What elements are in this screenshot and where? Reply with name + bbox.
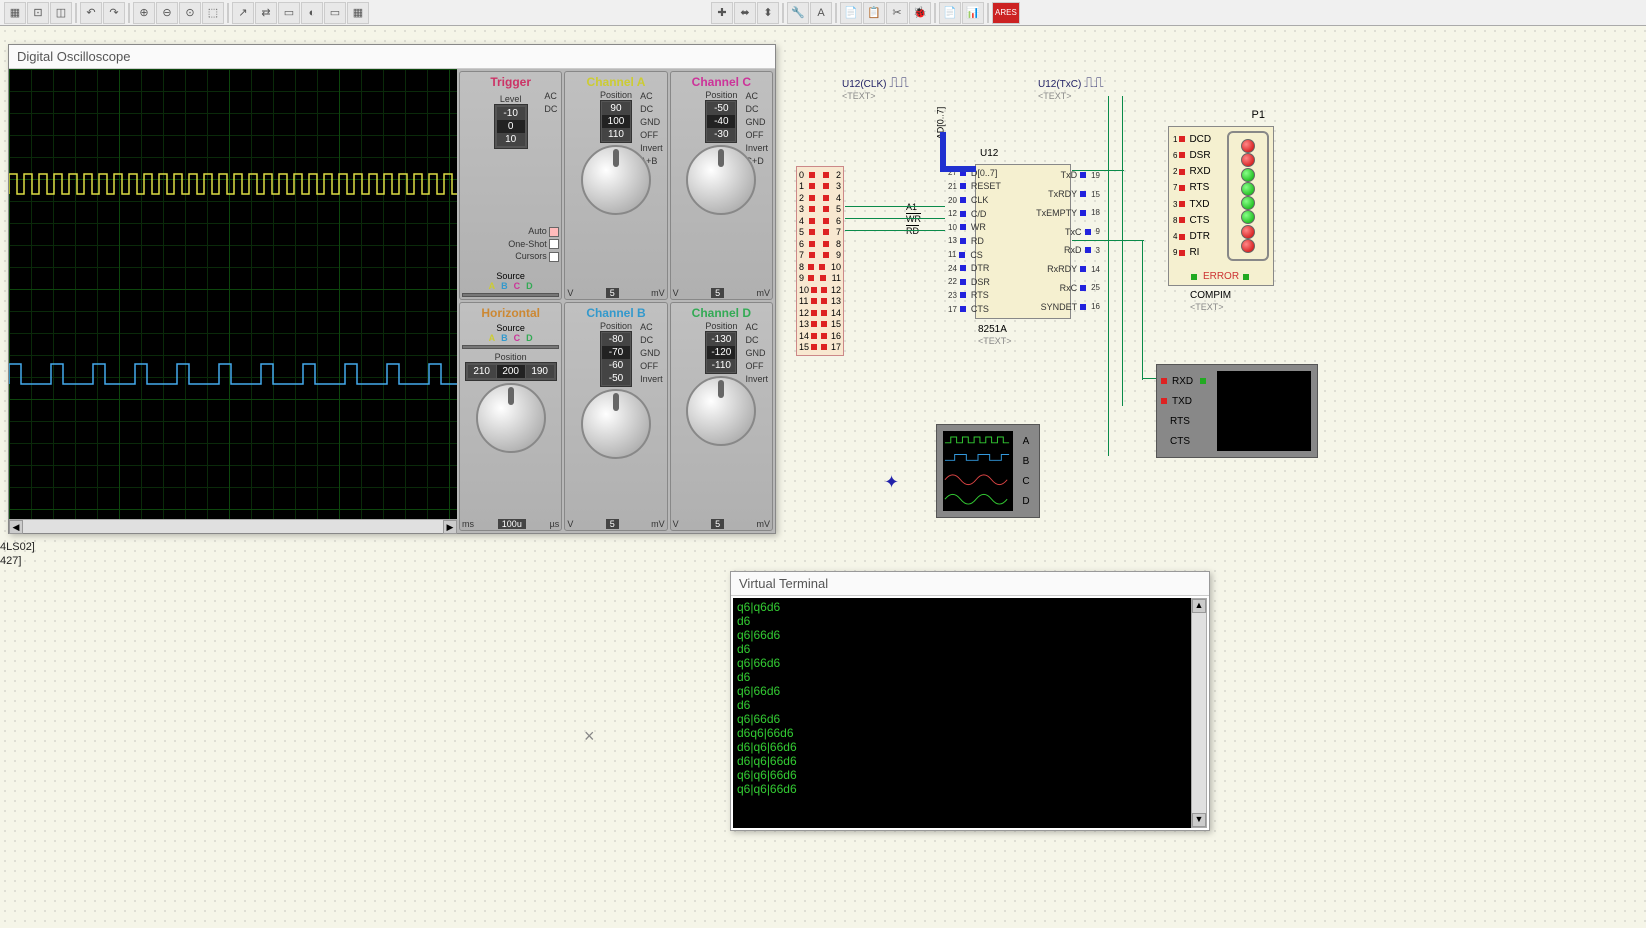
- compim-error: ERROR: [1173, 271, 1269, 282]
- compim-name: P1: [1252, 109, 1265, 121]
- db9-connector: [1227, 131, 1269, 261]
- waveform-channel-a: [9, 169, 457, 199]
- cursor-marker: ✦: [884, 472, 899, 493]
- horizontal-dial[interactable]: [476, 383, 546, 453]
- tb-btn[interactable]: A: [810, 2, 832, 24]
- waveform-channel-b: [9, 359, 457, 389]
- horiz-source-slider[interactable]: [462, 345, 559, 349]
- channel-b-panel[interactable]: Channel B Position -80 -70 -60 -50 ACDCG…: [564, 302, 667, 531]
- u12-name: U12: [980, 148, 998, 159]
- origin-marker: ×: [584, 726, 595, 747]
- channel-a-dial[interactable]: [581, 145, 651, 215]
- mini-scope-screen: [943, 431, 1013, 511]
- u12-part: 8251A: [978, 324, 1007, 335]
- vterm-scroll-down[interactable]: ▼: [1192, 813, 1206, 827]
- clock-u12txc: U12(TxC) ⎍⎍ <TEXT>: [1038, 74, 1104, 102]
- tb-btn[interactable]: ✂: [886, 2, 908, 24]
- clock-u12clk: U12(CLK) ⎍⎍ <TEXT>: [842, 74, 909, 102]
- tb-btn[interactable]: ⬍: [757, 2, 779, 24]
- vterm-output: q6|q6d6d6q6|66d6d6q6|66d6d6q6|66d6d6q6|6…: [733, 598, 1191, 828]
- tb-btn[interactable]: ⊖: [156, 2, 178, 24]
- scope-scrollbar[interactable]: ◀ ▶: [9, 519, 457, 533]
- compim-component[interactable]: P1 1DCD6DSR2RXD7RTS3TXD8CTS4DTR9RI ERROR: [1168, 126, 1274, 286]
- tb-btn[interactable]: ⬚: [202, 2, 224, 24]
- source-slider[interactable]: [462, 293, 559, 297]
- level-label: Level: [500, 94, 522, 104]
- tb-btn[interactable]: ⊡: [27, 2, 49, 24]
- channel-c-dial[interactable]: [686, 145, 756, 215]
- tb-btn[interactable]: 📋: [863, 2, 885, 24]
- source-label: Source: [462, 271, 559, 281]
- tb-btn[interactable]: ▦: [4, 2, 26, 24]
- vterm-scroll-up[interactable]: ▲: [1192, 599, 1206, 613]
- vterm-scrollbar[interactable]: ▲ ▼: [1191, 598, 1207, 828]
- main-toolbar: ▦ ⊡ ◫ ↶ ↷ ⊕ ⊖ ⊙ ⬚ ↗ ⇄ ▭ ◐ ▭ ▦ ✚ ⬌ ⬍ 🔧 A …: [0, 0, 1646, 26]
- data-bus-horizontal: [940, 166, 976, 172]
- trigger-title: Trigger: [462, 74, 559, 90]
- oscilloscope-title: Digital Oscilloscope: [9, 45, 775, 69]
- schematic-canvas[interactable]: 4LS02] 427] × ✦ Digital Oscilloscope ◀ ▶: [0, 26, 1646, 928]
- scroll-right[interactable]: ▶: [443, 520, 457, 534]
- cursors-checkbox[interactable]: [549, 252, 559, 262]
- channel-d-panel[interactable]: Channel D Position -130 -120 -110 ACDCGN…: [670, 302, 773, 531]
- ares-button[interactable]: ARES: [992, 2, 1020, 24]
- terminal-component[interactable]: RXD TXD ■RTS ■CTS: [1156, 364, 1318, 458]
- tb-btn[interactable]: 📊: [962, 2, 984, 24]
- oscilloscope-window[interactable]: Digital Oscilloscope ◀ ▶ Trig: [8, 44, 776, 534]
- component-list-fragment: 4LS02] 427]: [0, 540, 35, 568]
- terminal-screen: [1217, 371, 1311, 451]
- tb-btn[interactable]: 📄: [939, 2, 961, 24]
- oscilloscope-component[interactable]: A B C D: [936, 424, 1040, 518]
- tb-btn[interactable]: ▭: [278, 2, 300, 24]
- tb-btn[interactable]: ▦: [347, 2, 369, 24]
- tb-btn[interactable]: ✚: [711, 2, 733, 24]
- tb-btn[interactable]: ↷: [103, 2, 125, 24]
- channel-b-dial[interactable]: [581, 389, 651, 459]
- bus-connector[interactable]: 0213243546576879810911101211131214131514…: [796, 166, 844, 356]
- trigger-panel[interactable]: Trigger Level -10 0 10 ACDC Auto: [459, 71, 562, 300]
- u12-text: <TEXT>: [978, 336, 1012, 346]
- tb-btn[interactable]: ◐: [301, 2, 323, 24]
- oneshot-checkbox[interactable]: [549, 239, 559, 249]
- tb-btn[interactable]: ↶: [80, 2, 102, 24]
- tb-btn[interactable]: ⇄: [255, 2, 277, 24]
- tb-btn[interactable]: 📄: [840, 2, 862, 24]
- channel-d-dial[interactable]: [686, 376, 756, 446]
- oscilloscope-screen: ◀ ▶: [9, 69, 457, 533]
- auto-checkbox[interactable]: [549, 227, 559, 237]
- vterm-title: Virtual Terminal: [731, 572, 1209, 596]
- virtual-terminal-window[interactable]: Virtual Terminal q6|q6d6d6q6|66d6d6q6|66…: [730, 571, 1210, 831]
- tb-btn[interactable]: ◫: [50, 2, 72, 24]
- scroll-left[interactable]: ◀: [9, 520, 23, 534]
- tb-btn[interactable]: 🔧: [787, 2, 809, 24]
- channel-a-panel[interactable]: Channel A Position 90 100 110 ACDCGNDOFF…: [564, 71, 667, 300]
- channel-c-panel[interactable]: Channel C Position -50 -40 -30 ACDCGNDOF…: [670, 71, 773, 300]
- horizontal-panel[interactable]: Horizontal Source ABCD Position 210 200 …: [459, 302, 562, 531]
- tb-btn[interactable]: ▭: [324, 2, 346, 24]
- tb-btn[interactable]: ⬌: [734, 2, 756, 24]
- tb-btn[interactable]: 🐞: [909, 2, 931, 24]
- compim-part: COMPIM: [1190, 290, 1231, 301]
- tb-btn[interactable]: ⊙: [179, 2, 201, 24]
- tb-btn[interactable]: ↗: [232, 2, 254, 24]
- tb-btn[interactable]: ⊕: [133, 2, 155, 24]
